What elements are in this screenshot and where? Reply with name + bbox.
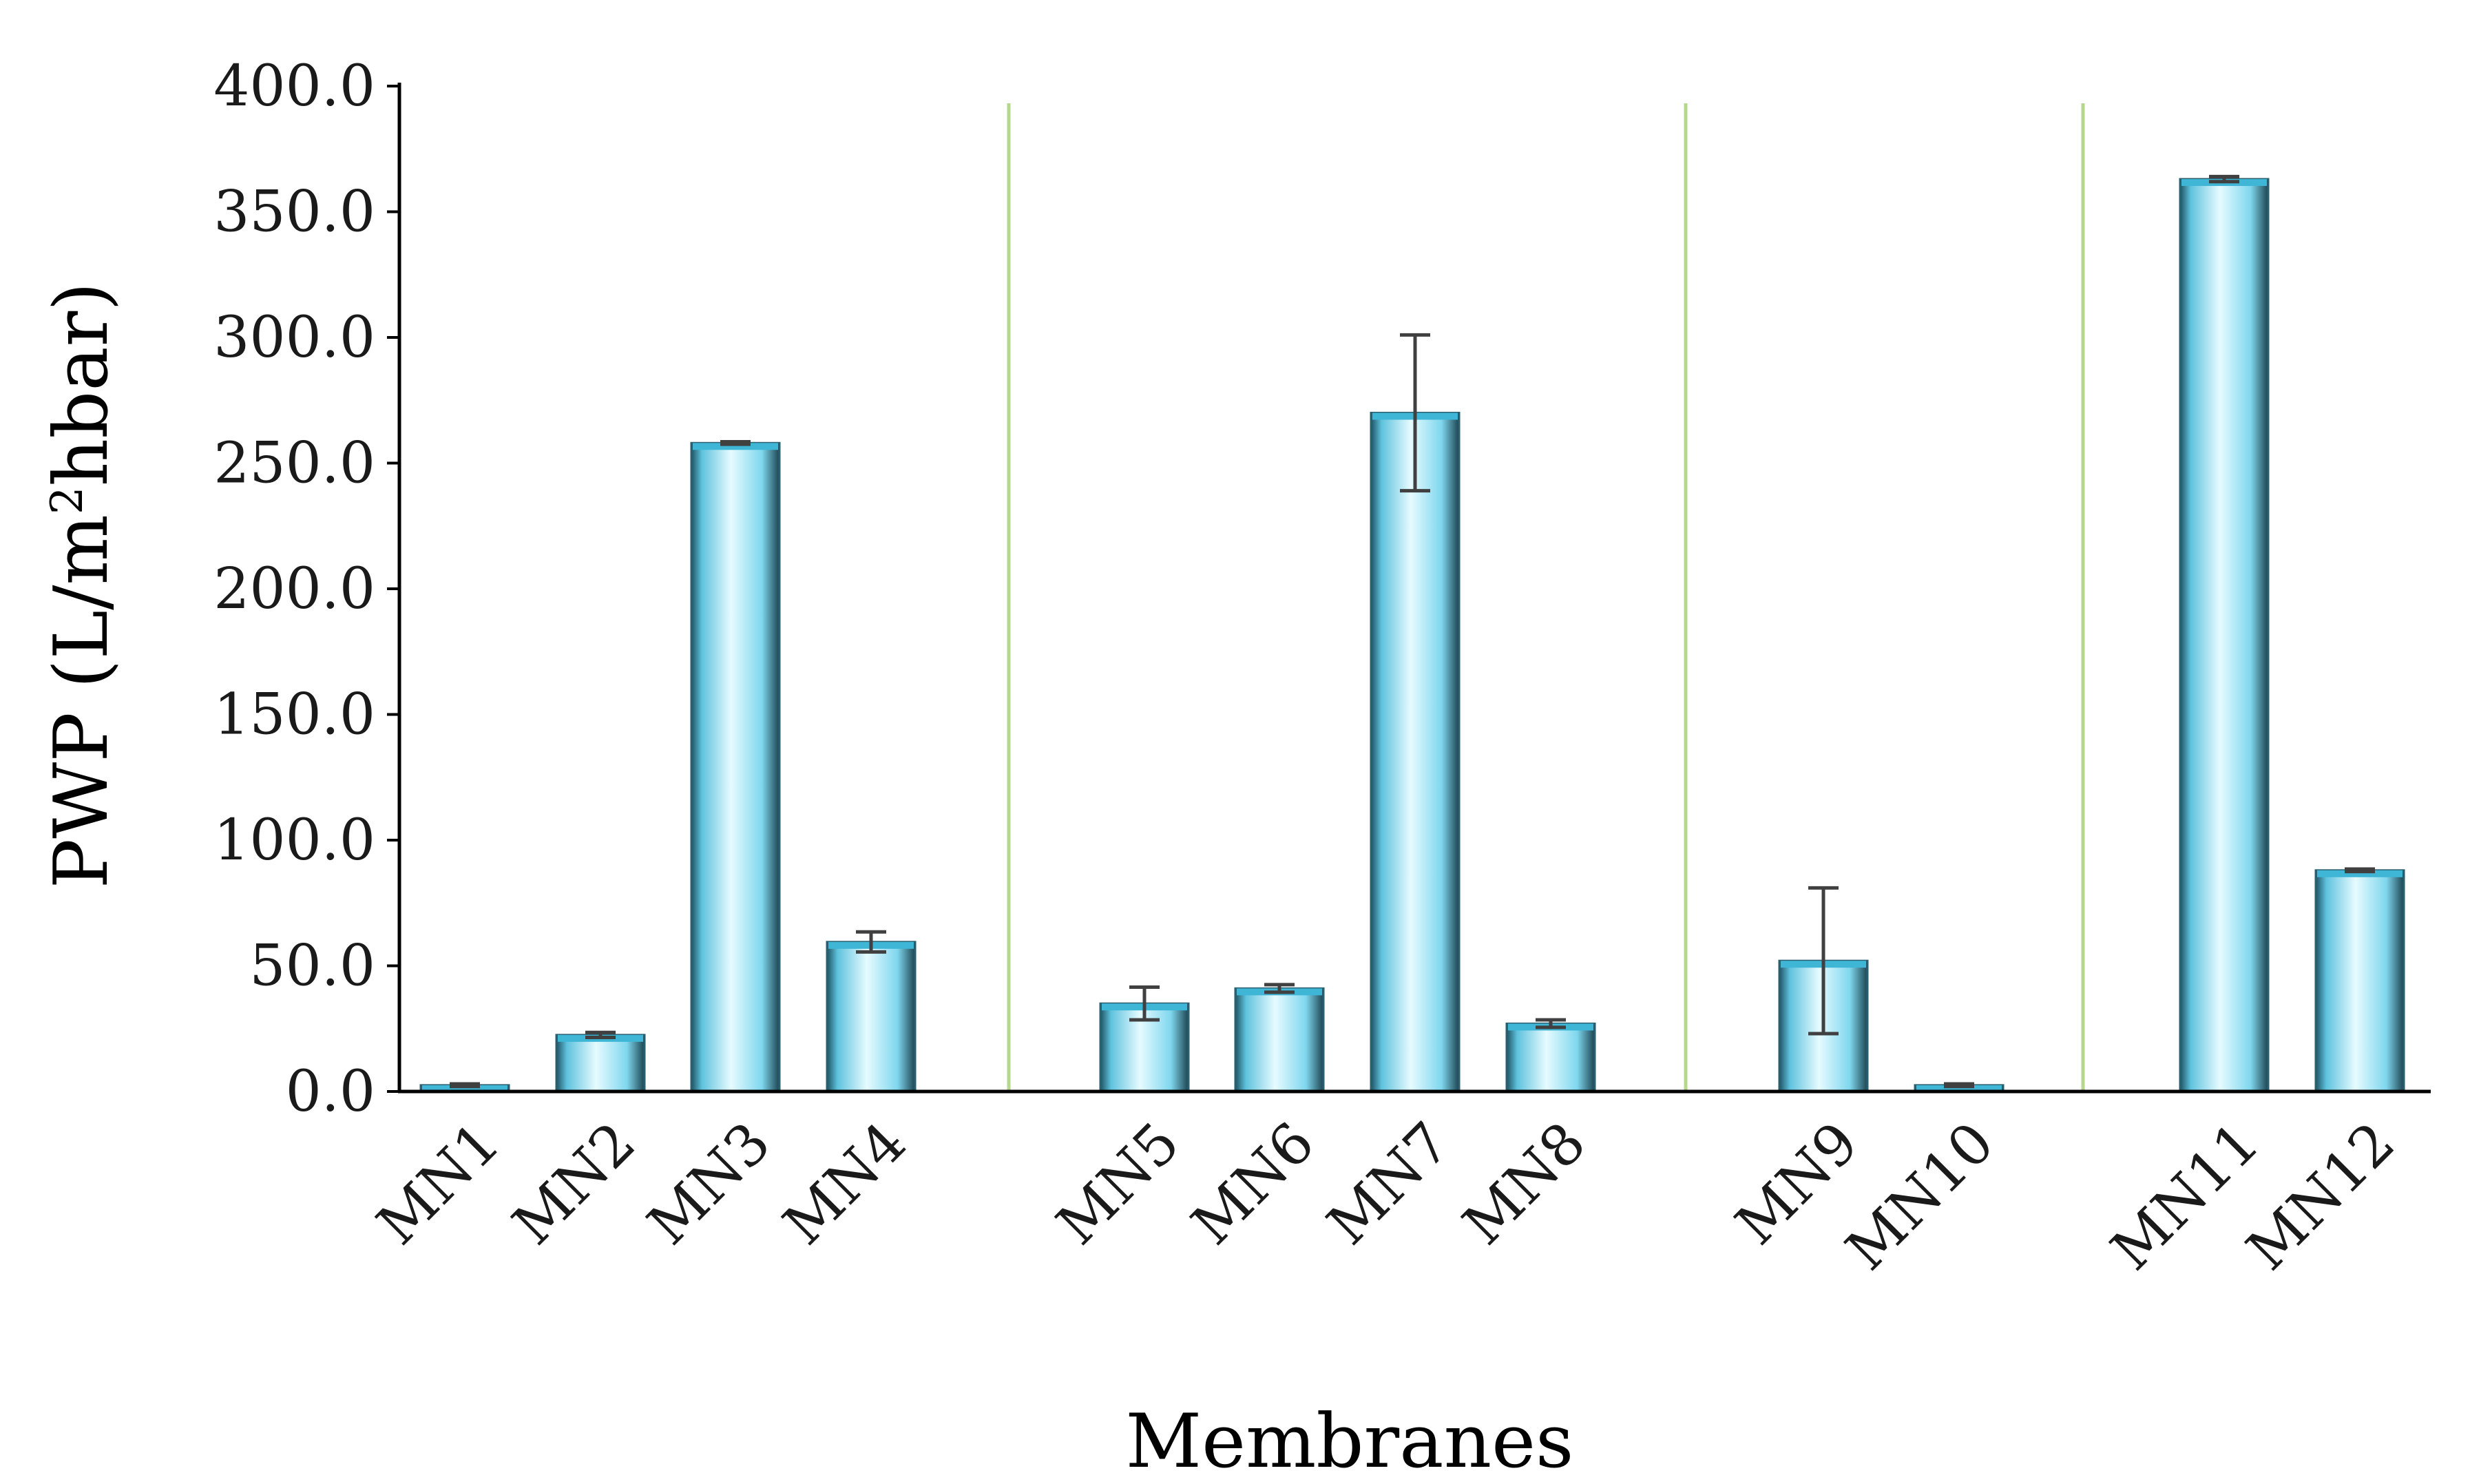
x-tick-label: MN12 <box>2234 1110 2407 1283</box>
y-axis-title-prefix: PWP (L/m <box>39 514 125 888</box>
error-bar-mn3 <box>720 439 751 446</box>
y-tick-label: 0.0 <box>286 1059 375 1125</box>
error-bar-mn9 <box>1808 886 1839 1036</box>
x-tick-label: MN11 <box>2099 1110 2272 1283</box>
y-tick-label: 400.0 <box>213 54 375 119</box>
bar-top-cap <box>422 1085 507 1091</box>
x-tick-label: MN6 <box>1180 1110 1327 1257</box>
bar-body <box>1505 1022 1596 1093</box>
x-tick-label: MN2 <box>501 1110 648 1257</box>
x-tick-label: MN3 <box>636 1110 783 1257</box>
error-bar-mn12 <box>2345 867 2375 874</box>
error-bars <box>450 174 2375 1089</box>
group-separators <box>1007 103 2085 1091</box>
bar-top-cap <box>693 443 778 450</box>
bar-body <box>2314 869 2405 1093</box>
x-tick-label: MN10 <box>1834 1110 2007 1283</box>
error-bar-mn2 <box>585 1030 616 1040</box>
bar-mn2 <box>555 1034 646 1093</box>
y-tick-label: 200.0 <box>213 556 375 622</box>
x-tick-label: MN4 <box>771 1110 919 1257</box>
y-tick-label: 250.0 <box>213 431 375 497</box>
bar-mn3 <box>690 441 781 1093</box>
bar-mn8 <box>1505 1022 1596 1093</box>
error-bar-mn11 <box>2209 174 2239 184</box>
bar-body <box>555 1034 646 1093</box>
error-bar-mn7 <box>1400 333 1430 493</box>
y-tick-label: 100.0 <box>213 808 375 873</box>
y-tick-label: 300.0 <box>213 305 375 370</box>
bar-body <box>1234 987 1325 1093</box>
y-tick-labels: 0.0 50.0 100.0 150.0 200.0 250.0 300.0 350.0 400… <box>213 54 399 1125</box>
x-axis-title: Membranes <box>1126 1399 1574 1484</box>
error-bar-mn4 <box>856 930 886 954</box>
bar-mn7 <box>1370 412 1461 1093</box>
bar-body <box>826 941 917 1093</box>
bar-body <box>1370 412 1461 1093</box>
x-tick-label: MN5 <box>1045 1110 1192 1257</box>
y-tick-label: 350.0 <box>213 180 375 245</box>
bar-mn4 <box>826 941 917 1093</box>
axes <box>397 83 2431 1094</box>
bar-top-cap <box>2317 870 2403 877</box>
y-axis-title: PWP (L/m2hbar) <box>39 282 125 889</box>
bar-mn6 <box>1234 987 1325 1093</box>
bar-mn12 <box>2314 869 2405 1093</box>
bar-mn11 <box>2179 178 2270 1093</box>
error-bar-mn8 <box>1536 1018 1566 1030</box>
y-axis-title-superscript: 2 <box>42 486 93 514</box>
x-tick-label: MN1 <box>365 1110 512 1257</box>
bar-top-cap <box>1916 1085 2002 1091</box>
y-tick-label: 50.0 <box>249 934 375 999</box>
bar-body <box>690 441 781 1093</box>
y-tick-label: 150.0 <box>213 682 375 748</box>
y-axis-title-suffix: hbar) <box>39 282 125 487</box>
bars <box>419 178 2405 1093</box>
x-tick-label: MN8 <box>1451 1110 1598 1257</box>
error-bar-mn6 <box>1264 983 1295 994</box>
bar-body <box>2179 178 2270 1093</box>
error-bar-mn1 <box>450 1082 480 1089</box>
x-tick-label: MN7 <box>1315 1110 1463 1257</box>
error-bar-mn5 <box>1129 985 1160 1022</box>
error-bar-mn10 <box>1944 1082 1974 1089</box>
